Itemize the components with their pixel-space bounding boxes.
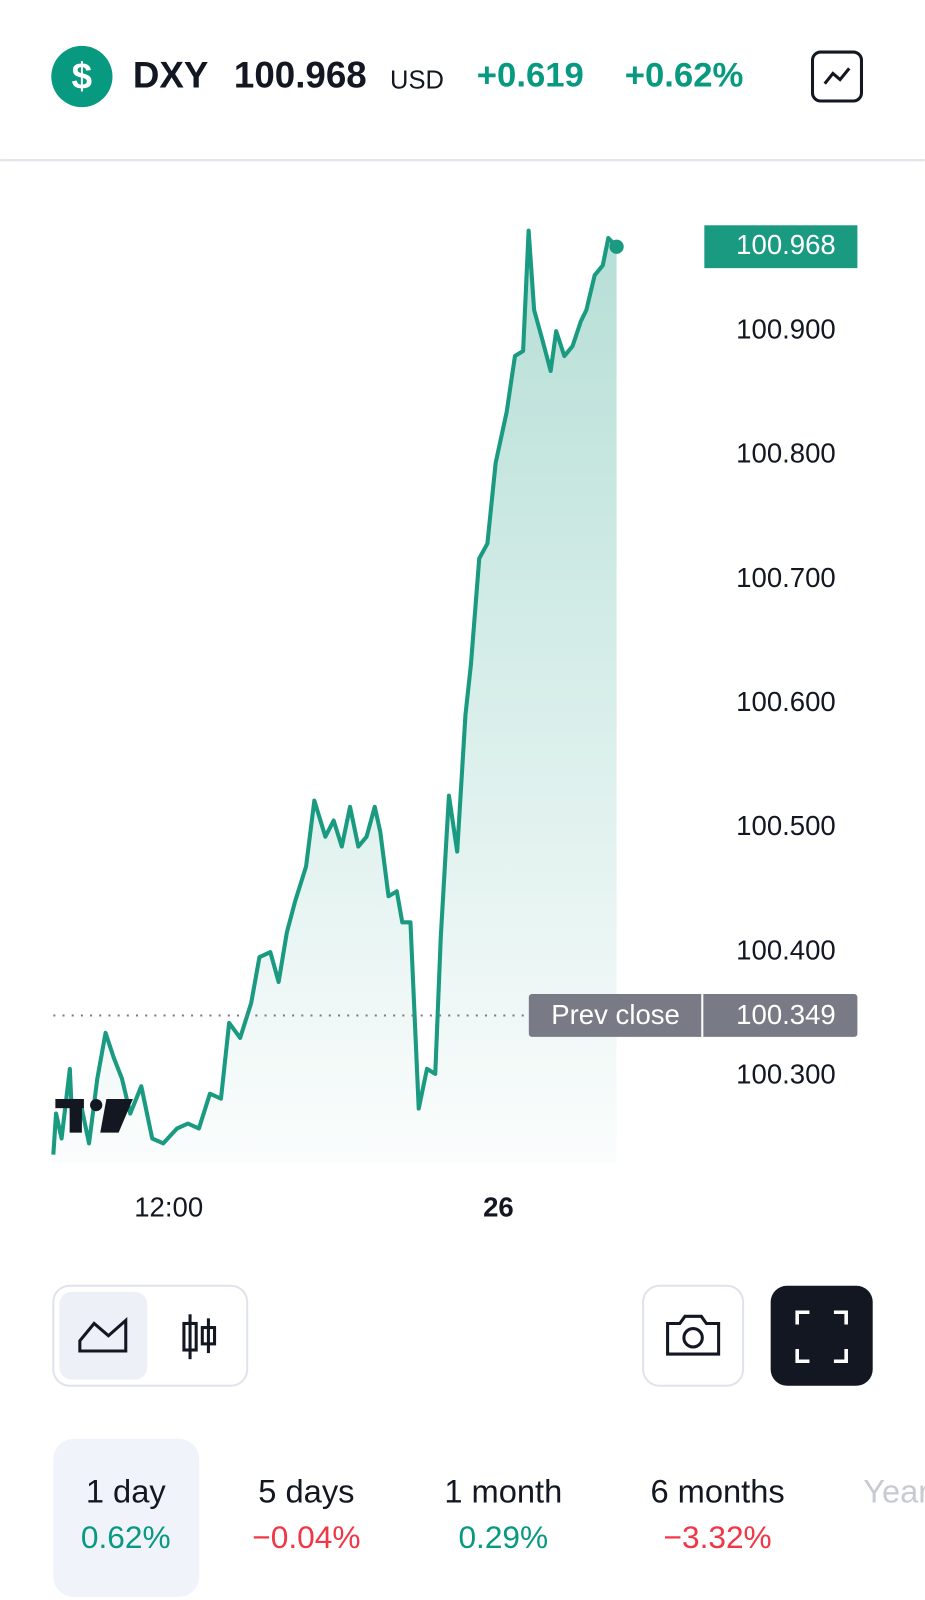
area bbox=[53, 230, 617, 1164]
period-tab[interactable]: 5 days −0.04% bbox=[252, 1473, 360, 1556]
period-tab[interactable]: 1 day 0.62% bbox=[81, 1473, 171, 1556]
x-tick-label: 12:00 bbox=[134, 1191, 203, 1222]
period-change: −0.04% bbox=[252, 1519, 360, 1555]
y-tick-label: 100.600 bbox=[736, 686, 836, 717]
change-pct: +0.62% bbox=[625, 57, 744, 95]
selected-period-bg bbox=[53, 1438, 200, 1597]
period-tabs: 1 day 0.62% 5 days −0.04% 1 month 0.29% 6 mont… bbox=[81, 1473, 925, 1556]
last-price-badge bbox=[704, 225, 858, 269]
symbol-icon bbox=[51, 45, 113, 108]
period-label: 6 months bbox=[650, 1473, 784, 1510]
period-tab[interactable]: 6 months −3.32% bbox=[650, 1473, 784, 1556]
symbol: DXY bbox=[133, 54, 209, 95]
period-tab[interactable]: 1 month 0.29% bbox=[444, 1473, 562, 1556]
period-tab[interactable]: Year bbox=[863, 1473, 925, 1510]
y-tick-label: 100.900 bbox=[736, 313, 836, 344]
price-line bbox=[51, 228, 619, 1155]
dollar-sign: $ bbox=[72, 55, 92, 96]
period-change: 0.62% bbox=[81, 1519, 171, 1555]
candle-style-button[interactable] bbox=[182, 1314, 217, 1360]
y-tick-label: 100.400 bbox=[736, 934, 836, 965]
price: 100.968 bbox=[234, 54, 367, 95]
logo bbox=[55, 1098, 133, 1133]
period-label: 5 days bbox=[258, 1473, 354, 1510]
y-tick-label: 100.300 bbox=[736, 1059, 836, 1090]
currency: USD bbox=[390, 66, 444, 94]
last-point bbox=[609, 239, 624, 254]
period-label: Year bbox=[863, 1473, 925, 1510]
fullscreen-button[interactable] bbox=[770, 1285, 873, 1386]
screenshot-button[interactable] bbox=[642, 1284, 745, 1387]
prev-close-text: Prev close bbox=[551, 999, 680, 1030]
header: $ DXY 100.968 USD +0.619 +0.62% bbox=[51, 45, 864, 108]
change: +0.619 bbox=[477, 57, 584, 95]
compare-button[interactable] bbox=[810, 50, 864, 103]
chart-style-toggle bbox=[52, 1284, 249, 1387]
last-price-label: 100.968 bbox=[736, 229, 836, 260]
y-tick-label: 100.800 bbox=[736, 438, 836, 469]
chart: 100.300 100.400 100.500 100.600 100.700 100.8… bbox=[51, 225, 858, 1222]
period-change: 0.29% bbox=[458, 1519, 548, 1555]
x-tick-label: 26 bbox=[483, 1191, 514, 1222]
period-label: 1 month bbox=[444, 1473, 562, 1510]
prev-close-value: 100.349 bbox=[736, 999, 836, 1030]
area-style-button[interactable] bbox=[59, 1291, 148, 1380]
y-tick-label: 100.500 bbox=[736, 810, 836, 841]
period-change: −3.32% bbox=[664, 1519, 772, 1555]
prev-close-badge bbox=[528, 994, 858, 1037]
period-label: 1 day bbox=[86, 1473, 167, 1510]
y-tick-label: 100.700 bbox=[736, 562, 836, 593]
